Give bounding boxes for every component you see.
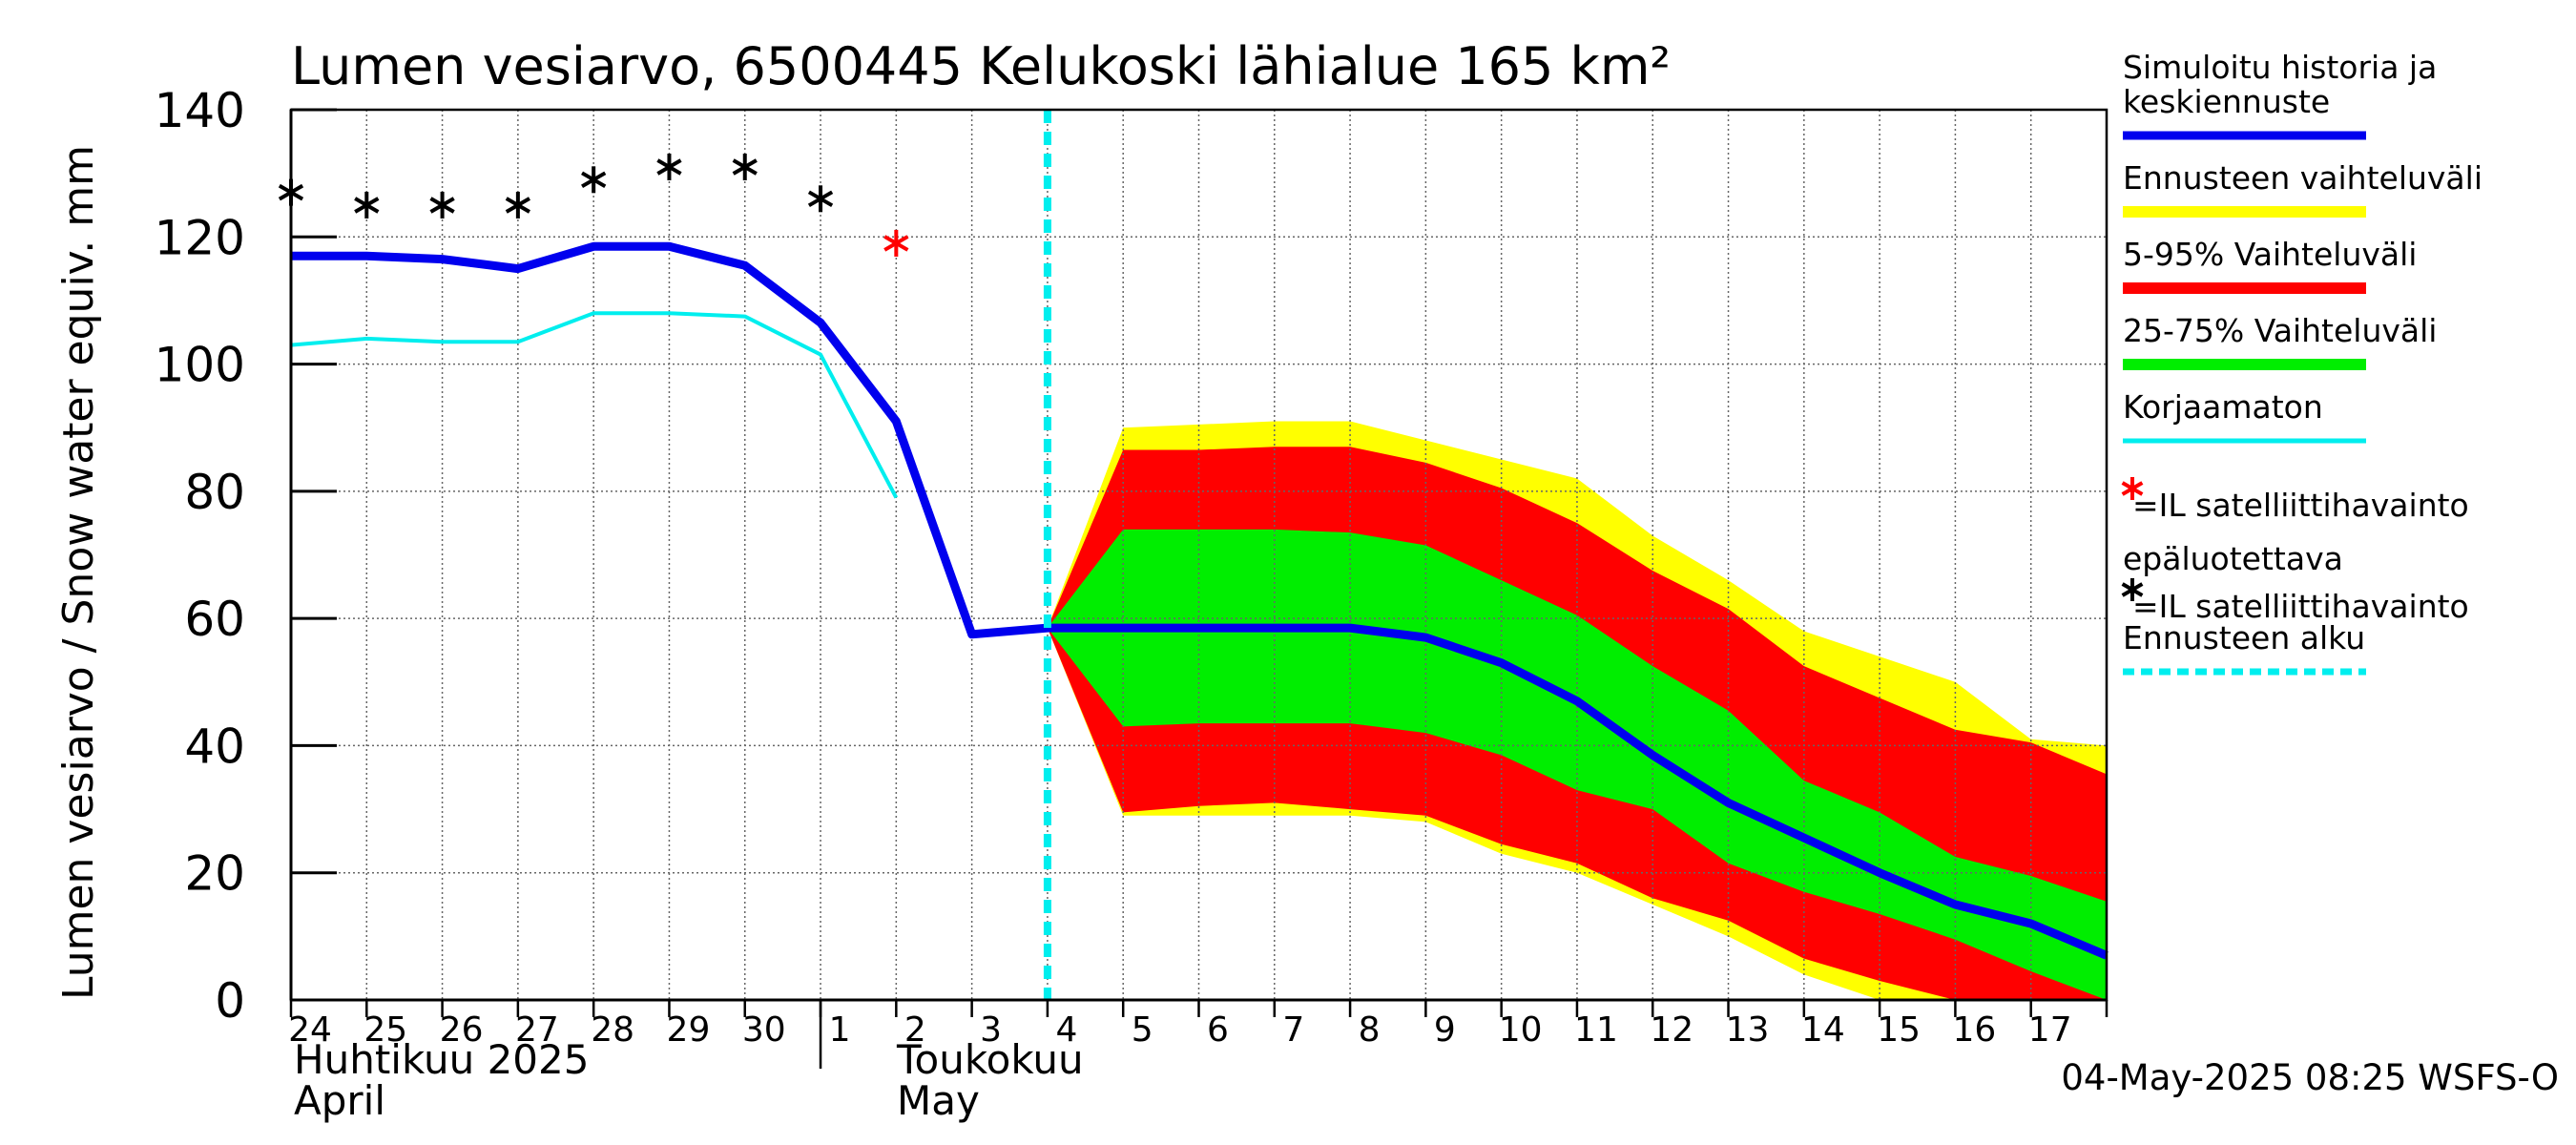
series-line-uncorrected xyxy=(290,311,899,499)
legend-label: 25-75% Vaihteluväli xyxy=(2123,312,2437,349)
y-tick-label: 120 xyxy=(155,210,245,265)
satellite-point-black xyxy=(581,166,607,194)
y-tick-label: 140 xyxy=(155,83,245,138)
axes xyxy=(289,108,2109,1069)
series-line-simulated xyxy=(291,241,2109,960)
legend-label: 5-95% Vaihteluväli xyxy=(2123,236,2417,273)
month-label-may-en: May xyxy=(897,1077,980,1124)
satellite-point-black xyxy=(505,191,530,219)
y-tick-label: 40 xyxy=(184,718,245,774)
x-tick-label: 13 xyxy=(1726,1010,1770,1050)
satellite-point-black xyxy=(429,191,455,219)
satellite-point-black xyxy=(354,191,380,219)
star-stroke xyxy=(883,235,909,252)
y-axis-label: Lumen vesiarvo / Snow water equiv. mm xyxy=(54,145,103,1000)
x-tick-label: 30 xyxy=(742,1010,786,1050)
x-tick-label: 17 xyxy=(2028,1010,2072,1050)
x-tick-label: 16 xyxy=(1953,1010,1997,1050)
star-stroke xyxy=(656,158,682,176)
legend-label: keskiennuste xyxy=(2123,83,2330,120)
x-tick-label: 11 xyxy=(1574,1010,1618,1050)
x-tick-label: 15 xyxy=(1877,1010,1921,1050)
x-tick-label: 10 xyxy=(1499,1010,1543,1050)
series-lines xyxy=(290,110,2109,1000)
y-tick-label: 60 xyxy=(184,592,245,647)
month-label-april-fi: Huhtikuu 2025 xyxy=(294,1036,589,1083)
star-stroke xyxy=(581,171,607,189)
legend-label: Ennusteen alku xyxy=(2123,619,2365,656)
star-stroke xyxy=(2121,582,2144,597)
x-tick-label: 27 xyxy=(515,1010,559,1050)
legend-label: epäluotettava xyxy=(2123,540,2343,577)
y-tick-label: 0 xyxy=(215,973,245,1029)
satellite-point-black xyxy=(807,185,834,213)
legend-label: =IL satelliittihavainto xyxy=(2132,487,2469,524)
x-tick-label: 4 xyxy=(1055,1010,1077,1050)
star-stroke xyxy=(429,197,455,214)
x-tick-label: 9 xyxy=(1434,1010,1456,1050)
x-tick-label: 8 xyxy=(1359,1010,1381,1050)
month-label-april-en: April xyxy=(294,1077,385,1124)
x-tick-label: 26 xyxy=(440,1010,484,1050)
legend-label: Simuloitu historia ja xyxy=(2123,49,2437,86)
legend-label: Ennusteen vaihteluväli xyxy=(2123,159,2483,197)
star-stroke xyxy=(505,197,530,214)
star-stroke xyxy=(2121,481,2144,496)
legend-star xyxy=(2121,477,2144,500)
x-tick-label: 3 xyxy=(980,1010,1002,1050)
y-tick-label: 80 xyxy=(184,465,245,520)
legend-label: =IL satelliittihavainto xyxy=(2132,588,2469,625)
x-tick-label: 24 xyxy=(288,1010,332,1050)
x-tick-label: 12 xyxy=(1650,1010,1693,1050)
x-tick-label: 6 xyxy=(1207,1010,1229,1050)
satellite-point-black xyxy=(732,153,758,180)
satellite-point-black xyxy=(656,153,682,180)
star-stroke xyxy=(732,158,758,176)
footer-timestamp: 04-May-2025 08:25 WSFS-O xyxy=(2061,1057,2559,1098)
x-tick-label: 25 xyxy=(364,1010,407,1050)
month-label-may-fi: Toukokuu xyxy=(896,1036,1084,1083)
x-tick-label: 1 xyxy=(829,1010,851,1050)
x-tick-label: 28 xyxy=(591,1010,634,1050)
forecast-bands xyxy=(1047,421,2107,1000)
legend-star xyxy=(2121,578,2144,601)
y-tick-label: 20 xyxy=(184,846,245,902)
x-tick-label: 5 xyxy=(1132,1010,1153,1050)
star-stroke xyxy=(807,190,834,208)
y-tick-label: 100 xyxy=(155,338,245,393)
x-tick-label: 7 xyxy=(1282,1010,1304,1050)
x-tick-label: 29 xyxy=(667,1010,711,1050)
x-tick-label: 14 xyxy=(1801,1010,1845,1050)
star-stroke xyxy=(354,197,380,214)
legend-label: Korjaamaton xyxy=(2123,388,2323,426)
chart-title: Lumen vesiarvo, 6500445 Kelukoski lähial… xyxy=(291,36,1671,96)
x-tick-label: 2 xyxy=(904,1010,926,1050)
satellite-point-red xyxy=(883,229,909,257)
satellite-observations xyxy=(278,153,909,257)
